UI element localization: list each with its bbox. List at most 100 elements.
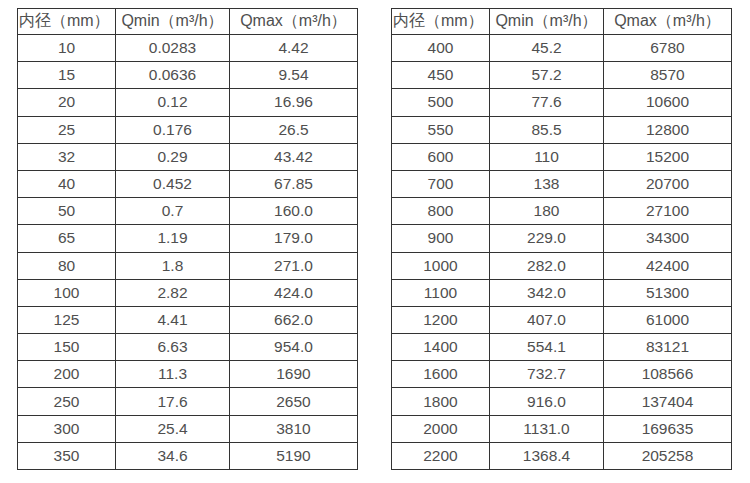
cell: 0.29 bbox=[116, 143, 230, 170]
cell: 9.54 bbox=[230, 62, 358, 89]
header-row: 内径（mm）Qmin（m³/h）Qmax（m³/h） bbox=[392, 9, 732, 35]
cell: 10600 bbox=[604, 89, 732, 116]
cell: 20700 bbox=[604, 170, 732, 197]
table-row: 1100342.051300 bbox=[392, 279, 732, 306]
page: 内径（mm）Qmin（m³/h）Qmax（m³/h）100.02834.4215… bbox=[0, 0, 750, 483]
cell: 1690 bbox=[230, 361, 358, 388]
table-row: 651.19179.0 bbox=[18, 225, 358, 252]
cell: 282.0 bbox=[490, 252, 604, 279]
table-row: 200.1216.96 bbox=[18, 89, 358, 116]
table-row: 1000282.042400 bbox=[392, 252, 732, 279]
cell: 10 bbox=[18, 35, 116, 62]
cell: 32 bbox=[18, 143, 116, 170]
cell: 1.19 bbox=[116, 225, 230, 252]
cell: 61000 bbox=[604, 306, 732, 333]
cell: 16.96 bbox=[230, 89, 358, 116]
table-row: 25017.62650 bbox=[18, 388, 358, 415]
cell: 0.12 bbox=[116, 89, 230, 116]
cell: 25 bbox=[18, 116, 116, 143]
cell: 80 bbox=[18, 252, 116, 279]
cell: 0.7 bbox=[116, 198, 230, 225]
cell: 34300 bbox=[604, 225, 732, 252]
table-row: 400.45267.85 bbox=[18, 170, 358, 197]
table-row: 801.8271.0 bbox=[18, 252, 358, 279]
column-header: Qmin（m³/h） bbox=[116, 9, 230, 35]
cell: 2.82 bbox=[116, 279, 230, 306]
cell: 15 bbox=[18, 62, 116, 89]
cell: 34.6 bbox=[116, 442, 230, 469]
table-row: 70013820700 bbox=[392, 170, 732, 197]
cell: 1400 bbox=[392, 334, 490, 361]
cell: 6780 bbox=[604, 35, 732, 62]
cell: 954.0 bbox=[230, 334, 358, 361]
cell: 600 bbox=[392, 143, 490, 170]
cell: 100 bbox=[18, 279, 116, 306]
table-row: 900229.034300 bbox=[392, 225, 732, 252]
cell: 110 bbox=[490, 143, 604, 170]
cell: 0.0636 bbox=[116, 62, 230, 89]
table-row: 50077.610600 bbox=[392, 89, 732, 116]
cell: 554.1 bbox=[490, 334, 604, 361]
cell: 65 bbox=[18, 225, 116, 252]
column-header: 内径（mm） bbox=[18, 9, 116, 35]
cell: 1100 bbox=[392, 279, 490, 306]
cell: 1600 bbox=[392, 361, 490, 388]
cell: 8570 bbox=[604, 62, 732, 89]
cell: 407.0 bbox=[490, 306, 604, 333]
cell: 45.2 bbox=[490, 35, 604, 62]
cell: 4.42 bbox=[230, 35, 358, 62]
table-row: 35034.65190 bbox=[18, 442, 358, 469]
cell: 350 bbox=[18, 442, 116, 469]
cell: 700 bbox=[392, 170, 490, 197]
cell: 1200 bbox=[392, 306, 490, 333]
cell: 200 bbox=[18, 361, 116, 388]
cell: 342.0 bbox=[490, 279, 604, 306]
flow-spec-table-small-diameters: 内径（mm）Qmin（m³/h）Qmax（m³/h）100.02834.4215… bbox=[17, 8, 358, 470]
cell: 67.85 bbox=[230, 170, 358, 197]
table-row: 320.2943.42 bbox=[18, 143, 358, 170]
cell: 20 bbox=[18, 89, 116, 116]
table-row: 60011015200 bbox=[392, 143, 732, 170]
table-row: 1800916.0137404 bbox=[392, 388, 732, 415]
table-row: 30025.43810 bbox=[18, 415, 358, 442]
table-row: 250.17626.5 bbox=[18, 116, 358, 143]
cell: 1131.0 bbox=[490, 415, 604, 442]
cell: 180 bbox=[490, 198, 604, 225]
cell: 271.0 bbox=[230, 252, 358, 279]
table-row: 1506.63954.0 bbox=[18, 334, 358, 361]
cell: 205258 bbox=[604, 442, 732, 469]
cell: 43.42 bbox=[230, 143, 358, 170]
cell: 108566 bbox=[604, 361, 732, 388]
cell: 2200 bbox=[392, 442, 490, 469]
cell: 137404 bbox=[604, 388, 732, 415]
column-header: Qmin（m³/h） bbox=[490, 9, 604, 35]
cell: 85.5 bbox=[490, 116, 604, 143]
cell: 169635 bbox=[604, 415, 732, 442]
cell: 51300 bbox=[604, 279, 732, 306]
cell: 5190 bbox=[230, 442, 358, 469]
cell: 1000 bbox=[392, 252, 490, 279]
cell: 250 bbox=[18, 388, 116, 415]
column-header: 内径（mm） bbox=[392, 9, 490, 35]
cell: 1.8 bbox=[116, 252, 230, 279]
table-row: 40045.26780 bbox=[392, 35, 732, 62]
table-row: 55085.512800 bbox=[392, 116, 732, 143]
cell: 6.63 bbox=[116, 334, 230, 361]
column-header: Qmax（m³/h） bbox=[604, 9, 732, 35]
cell: 1800 bbox=[392, 388, 490, 415]
cell: 916.0 bbox=[490, 388, 604, 415]
cell: 26.5 bbox=[230, 116, 358, 143]
table-row: 500.7160.0 bbox=[18, 198, 358, 225]
cell: 4.41 bbox=[116, 306, 230, 333]
cell: 900 bbox=[392, 225, 490, 252]
cell: 138 bbox=[490, 170, 604, 197]
table-row: 1254.41662.0 bbox=[18, 306, 358, 333]
cell: 0.452 bbox=[116, 170, 230, 197]
table-row: 1400554.183121 bbox=[392, 334, 732, 361]
table-row: 45057.28570 bbox=[392, 62, 732, 89]
table-row: 100.02834.42 bbox=[18, 35, 358, 62]
cell: 83121 bbox=[604, 334, 732, 361]
cell: 550 bbox=[392, 116, 490, 143]
cell: 50 bbox=[18, 198, 116, 225]
table-row: 20001131.0169635 bbox=[392, 415, 732, 442]
